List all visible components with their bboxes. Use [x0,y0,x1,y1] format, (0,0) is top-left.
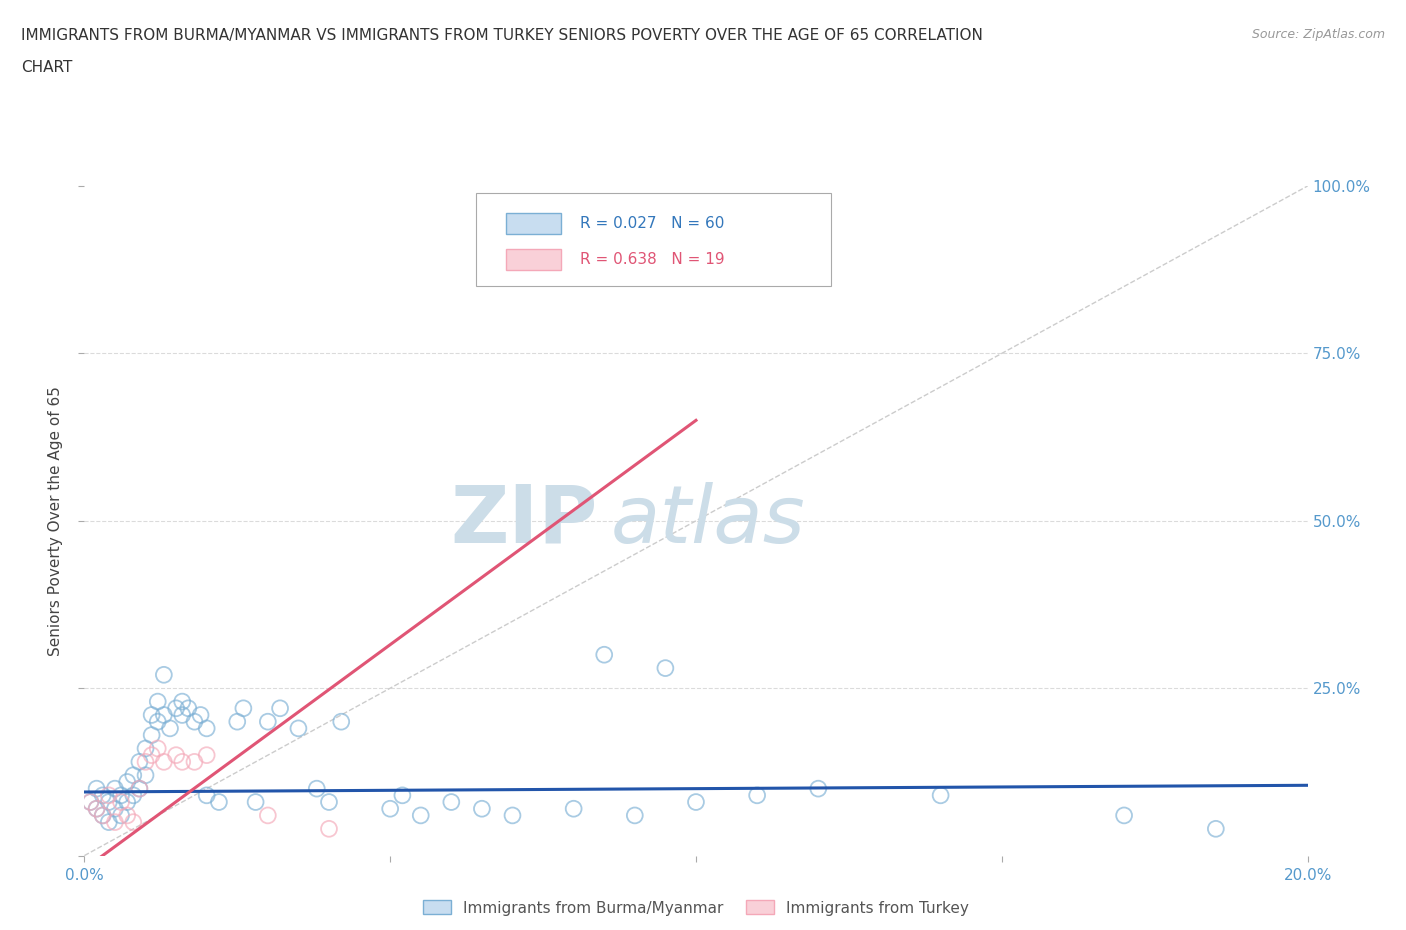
Point [391,788,413,803]
Point [86,802,108,817]
Point [153,708,176,723]
Point [562,802,585,817]
Point [929,788,952,803]
Point [91,808,114,823]
Point [122,815,145,830]
Point [172,694,194,709]
Point [226,714,249,729]
Text: R = 0.027   N = 60: R = 0.027 N = 60 [579,216,724,231]
Point [287,721,309,736]
Point [195,788,218,803]
Point [110,794,132,809]
Point [195,748,218,763]
Point [232,701,254,716]
Point [380,802,402,817]
Point [257,714,280,729]
Point [104,815,127,830]
Point [104,802,127,817]
Point [502,808,524,823]
Point [747,788,769,803]
Point [318,794,340,809]
Point [79,794,101,809]
FancyBboxPatch shape [475,193,831,286]
Text: Source: ZipAtlas.com: Source: ZipAtlas.com [1251,28,1385,41]
Point [122,788,145,803]
Point [685,794,707,809]
Point [115,808,138,823]
Point [115,775,138,790]
Point [471,802,494,817]
FancyBboxPatch shape [506,213,561,234]
Point [1205,821,1227,836]
Point [177,701,200,716]
Point [153,754,176,769]
Y-axis label: Seniors Poverty Over the Age of 65: Seniors Poverty Over the Age of 65 [48,386,63,656]
Point [86,802,108,817]
Point [91,808,114,823]
Point [128,754,150,769]
Point [146,694,169,709]
Point [135,754,157,769]
Point [305,781,328,796]
Text: CHART: CHART [21,60,73,75]
Point [146,741,169,756]
Point [172,708,194,723]
Point [269,701,291,716]
Point [159,721,181,736]
Point [141,727,163,742]
Point [115,794,138,809]
Point [153,668,176,683]
Point [183,754,205,769]
Point [172,754,194,769]
Point [110,788,132,803]
Point [318,821,340,836]
Point [91,788,114,803]
Point [97,788,120,803]
Point [654,660,676,675]
Point [1114,808,1136,823]
Point [624,808,647,823]
Point [79,794,101,809]
Point [183,714,205,729]
Point [141,708,163,723]
Point [146,714,169,729]
Point [409,808,432,823]
Point [165,748,187,763]
Point [97,815,120,830]
Point [257,808,280,823]
Text: R = 0.638   N = 19: R = 0.638 N = 19 [579,252,724,267]
Point [245,794,267,809]
Point [330,714,353,729]
Text: ZIP: ZIP [451,482,598,560]
Point [208,794,231,809]
Text: atlas: atlas [610,482,806,560]
Point [128,781,150,796]
Point [110,808,132,823]
Point [104,781,127,796]
Point [86,781,108,796]
FancyBboxPatch shape [506,248,561,270]
Point [165,701,187,716]
Point [128,781,150,796]
Point [195,721,218,736]
Point [593,647,616,662]
Point [440,794,463,809]
Point [135,741,157,756]
Text: IMMIGRANTS FROM BURMA/MYANMAR VS IMMIGRANTS FROM TURKEY SENIORS POVERTY OVER THE: IMMIGRANTS FROM BURMA/MYANMAR VS IMMIGRA… [21,28,983,43]
Point [807,781,830,796]
Point [135,768,157,783]
Point [97,794,120,809]
Legend: Immigrants from Burma/Myanmar, Immigrants from Turkey: Immigrants from Burma/Myanmar, Immigrant… [418,895,974,922]
Point [190,708,212,723]
Point [122,768,145,783]
Point [141,748,163,763]
